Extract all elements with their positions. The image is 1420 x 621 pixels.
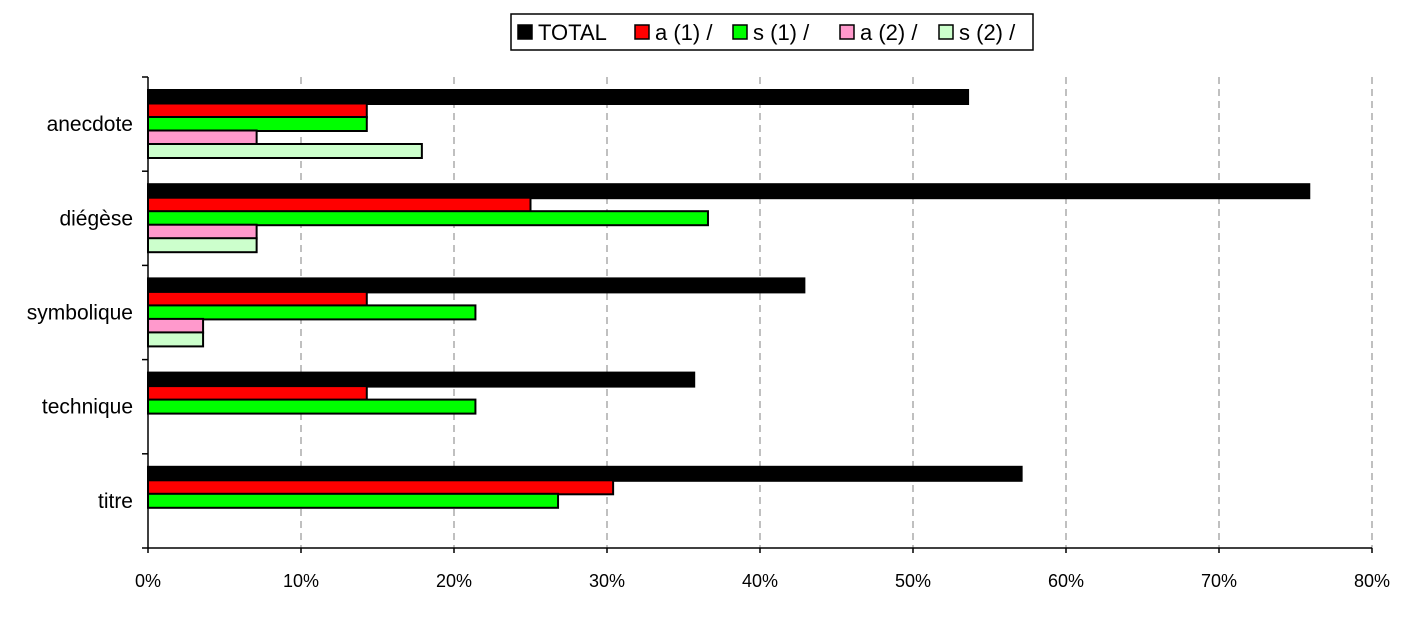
category-label: technique — [42, 396, 133, 419]
legend-label: s (2) / — [959, 20, 1016, 45]
bar-a-1-4 — [147, 479, 615, 496]
legend-swatch — [634, 24, 650, 40]
bar-a-2-2 — [147, 317, 205, 334]
x-tick-label: 70% — [1201, 571, 1237, 591]
bar-s-1-4 — [147, 492, 560, 509]
bar-total-3 — [147, 371, 696, 388]
bar-a-1-2 — [147, 290, 368, 307]
x-tick-label: 10% — [283, 571, 319, 591]
x-tick-label: 50% — [895, 571, 931, 591]
bar-s-2-2 — [147, 331, 205, 348]
category-label: diégèse — [59, 207, 133, 230]
bar-total-2 — [147, 277, 806, 294]
legend: TOTAL a (1) / s (1) / a (2) / s (2) / — [510, 13, 1034, 51]
category-label: titre — [98, 490, 133, 513]
bar-a-1-3 — [147, 385, 368, 402]
bar-total-1 — [147, 183, 1311, 200]
axes: 0% 10% 20% 30% 40% 50% 60% 70% 80% anecdote diégès… — [27, 76, 1390, 591]
legend-swatch — [517, 24, 533, 40]
legend-label: a (2) / — [860, 20, 918, 45]
bars — [147, 89, 1311, 509]
x-tick-label: 20% — [436, 571, 472, 591]
x-tick-label: 30% — [589, 571, 625, 591]
category-label: symbolique — [27, 302, 133, 325]
bar-a-2-1 — [147, 223, 258, 240]
bar-total-0 — [147, 89, 970, 105]
legend-swatch — [839, 24, 855, 40]
legend-label: a (1) / — [655, 20, 713, 45]
bar-a-1-0 — [147, 102, 368, 119]
x-tick-label: 60% — [1048, 571, 1084, 591]
legend-label: TOTAL — [538, 20, 607, 45]
x-tick-label: 40% — [742, 571, 778, 591]
category-label: anecdote — [47, 113, 133, 136]
x-tick-label: 0% — [135, 571, 161, 591]
bar-s-2-0 — [147, 143, 423, 159]
bar-total-4 — [147, 465, 1023, 482]
bar-s-1-0 — [147, 116, 368, 132]
bar-a-2-0 — [147, 129, 258, 146]
legend-swatch — [732, 24, 748, 40]
bar-s-1-2 — [147, 304, 477, 321]
legend-swatch — [938, 24, 954, 40]
x-tick-label: 80% — [1354, 571, 1390, 591]
bar-a-1-1 — [147, 196, 532, 213]
bar-s-2-1 — [147, 237, 258, 254]
bar-s-1-3 — [147, 398, 477, 415]
bar-s-1-1 — [147, 210, 709, 227]
legend-label: s (1) / — [753, 20, 810, 45]
